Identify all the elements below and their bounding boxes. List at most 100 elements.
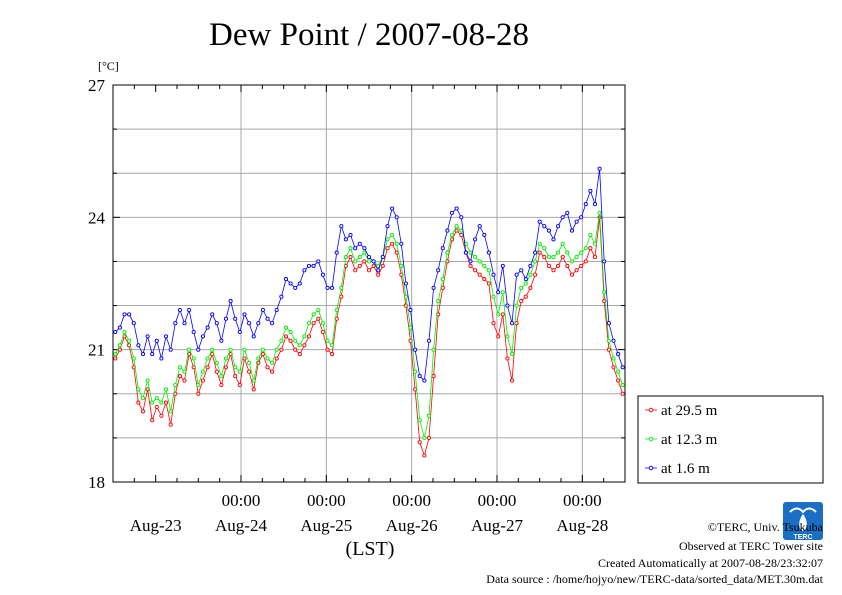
series-point	[583, 246, 588, 251]
series-point	[362, 259, 367, 264]
series-point	[117, 325, 122, 330]
legend-swatch-marker	[648, 436, 654, 442]
series-point	[551, 237, 556, 242]
series-point	[302, 343, 307, 348]
series-point	[339, 285, 344, 290]
series-point	[320, 272, 325, 277]
series-point	[440, 277, 445, 282]
series-point	[353, 259, 358, 264]
series-point	[473, 237, 478, 242]
series-point	[127, 338, 132, 343]
series-point	[546, 263, 551, 268]
series-point	[288, 338, 293, 343]
series-point	[537, 219, 542, 224]
series-point	[542, 246, 547, 251]
series-point	[154, 396, 159, 401]
source-text: Data source : /home/hojyo/new/TERC-data/…	[486, 572, 823, 586]
series-point	[569, 228, 575, 233]
series-point	[283, 277, 289, 282]
series-point	[592, 254, 598, 260]
series-point	[210, 312, 215, 317]
series-point	[403, 294, 408, 299]
series-point	[237, 329, 242, 335]
series-point	[343, 237, 348, 242]
series-point	[528, 272, 533, 277]
series-point	[496, 290, 501, 295]
series-point	[371, 259, 376, 264]
series-point	[394, 250, 399, 255]
x-time-tick-label: 00:00	[222, 491, 261, 510]
series-point	[205, 356, 210, 361]
series-point	[191, 329, 196, 335]
series-point	[616, 352, 621, 357]
series-point	[348, 232, 353, 238]
series-point	[440, 246, 445, 251]
series-point	[528, 263, 533, 268]
series-point	[477, 224, 482, 229]
series-point	[159, 413, 164, 418]
series-point	[274, 347, 279, 352]
series-point	[509, 321, 515, 326]
series-point	[219, 374, 224, 379]
x-time-tick-label: 00:00	[392, 491, 431, 510]
series-point	[579, 263, 584, 268]
series-point	[242, 312, 247, 317]
series-point	[413, 369, 418, 374]
series-point	[237, 369, 242, 374]
series-point	[154, 404, 159, 410]
series-point	[408, 325, 413, 330]
series-point	[449, 232, 455, 238]
series-point	[422, 453, 427, 458]
series-point	[353, 246, 358, 251]
y-tick-label: 24	[88, 208, 106, 227]
series-point	[403, 281, 408, 286]
series-point	[122, 329, 127, 335]
series-point	[279, 347, 284, 352]
x-date-label: Aug-25	[300, 516, 352, 535]
series-point	[265, 365, 270, 370]
series-point	[556, 224, 561, 229]
series-point	[265, 356, 270, 361]
series-point	[302, 268, 307, 273]
series-point	[565, 263, 570, 268]
series-point	[380, 254, 385, 260]
series-point	[136, 400, 141, 405]
series-point	[279, 338, 284, 343]
series-point	[306, 321, 312, 326]
series-point	[509, 352, 515, 357]
series-point	[486, 281, 491, 286]
series-point	[168, 347, 173, 352]
series-point	[514, 303, 519, 308]
series-point	[357, 263, 362, 268]
series-point	[426, 413, 432, 418]
series-point	[431, 374, 436, 379]
series-point	[260, 352, 265, 357]
series-point	[588, 246, 593, 251]
series-point	[237, 382, 242, 388]
series-point	[357, 254, 362, 260]
created-text: Created Automatically at 2007-08-28/23:3…	[598, 556, 823, 570]
series-point	[422, 435, 427, 440]
series-point	[390, 241, 395, 246]
series-point	[468, 259, 473, 264]
series-point	[362, 246, 367, 251]
series-point	[390, 206, 395, 211]
series-point	[270, 321, 275, 326]
series-point	[316, 259, 321, 264]
series-point	[288, 329, 293, 335]
series-point	[334, 307, 339, 313]
series-point	[320, 321, 325, 326]
series-point	[542, 224, 547, 229]
y-tick-label: 21	[88, 341, 105, 360]
series-point	[551, 268, 556, 273]
series-point	[173, 382, 178, 388]
series-point	[117, 343, 122, 348]
plot-frame	[112, 84, 626, 483]
series-point	[113, 356, 118, 361]
series-point	[394, 241, 399, 246]
series-point	[616, 378, 621, 383]
x-time-tick-label: 00:00	[563, 491, 602, 510]
series-point	[408, 307, 413, 313]
x-axis-ticks: 00:00 00:00 00:00 00:00 00:00 Aug-23 Aug-24 Aug…	[112, 85, 626, 535]
series-point	[390, 232, 395, 238]
